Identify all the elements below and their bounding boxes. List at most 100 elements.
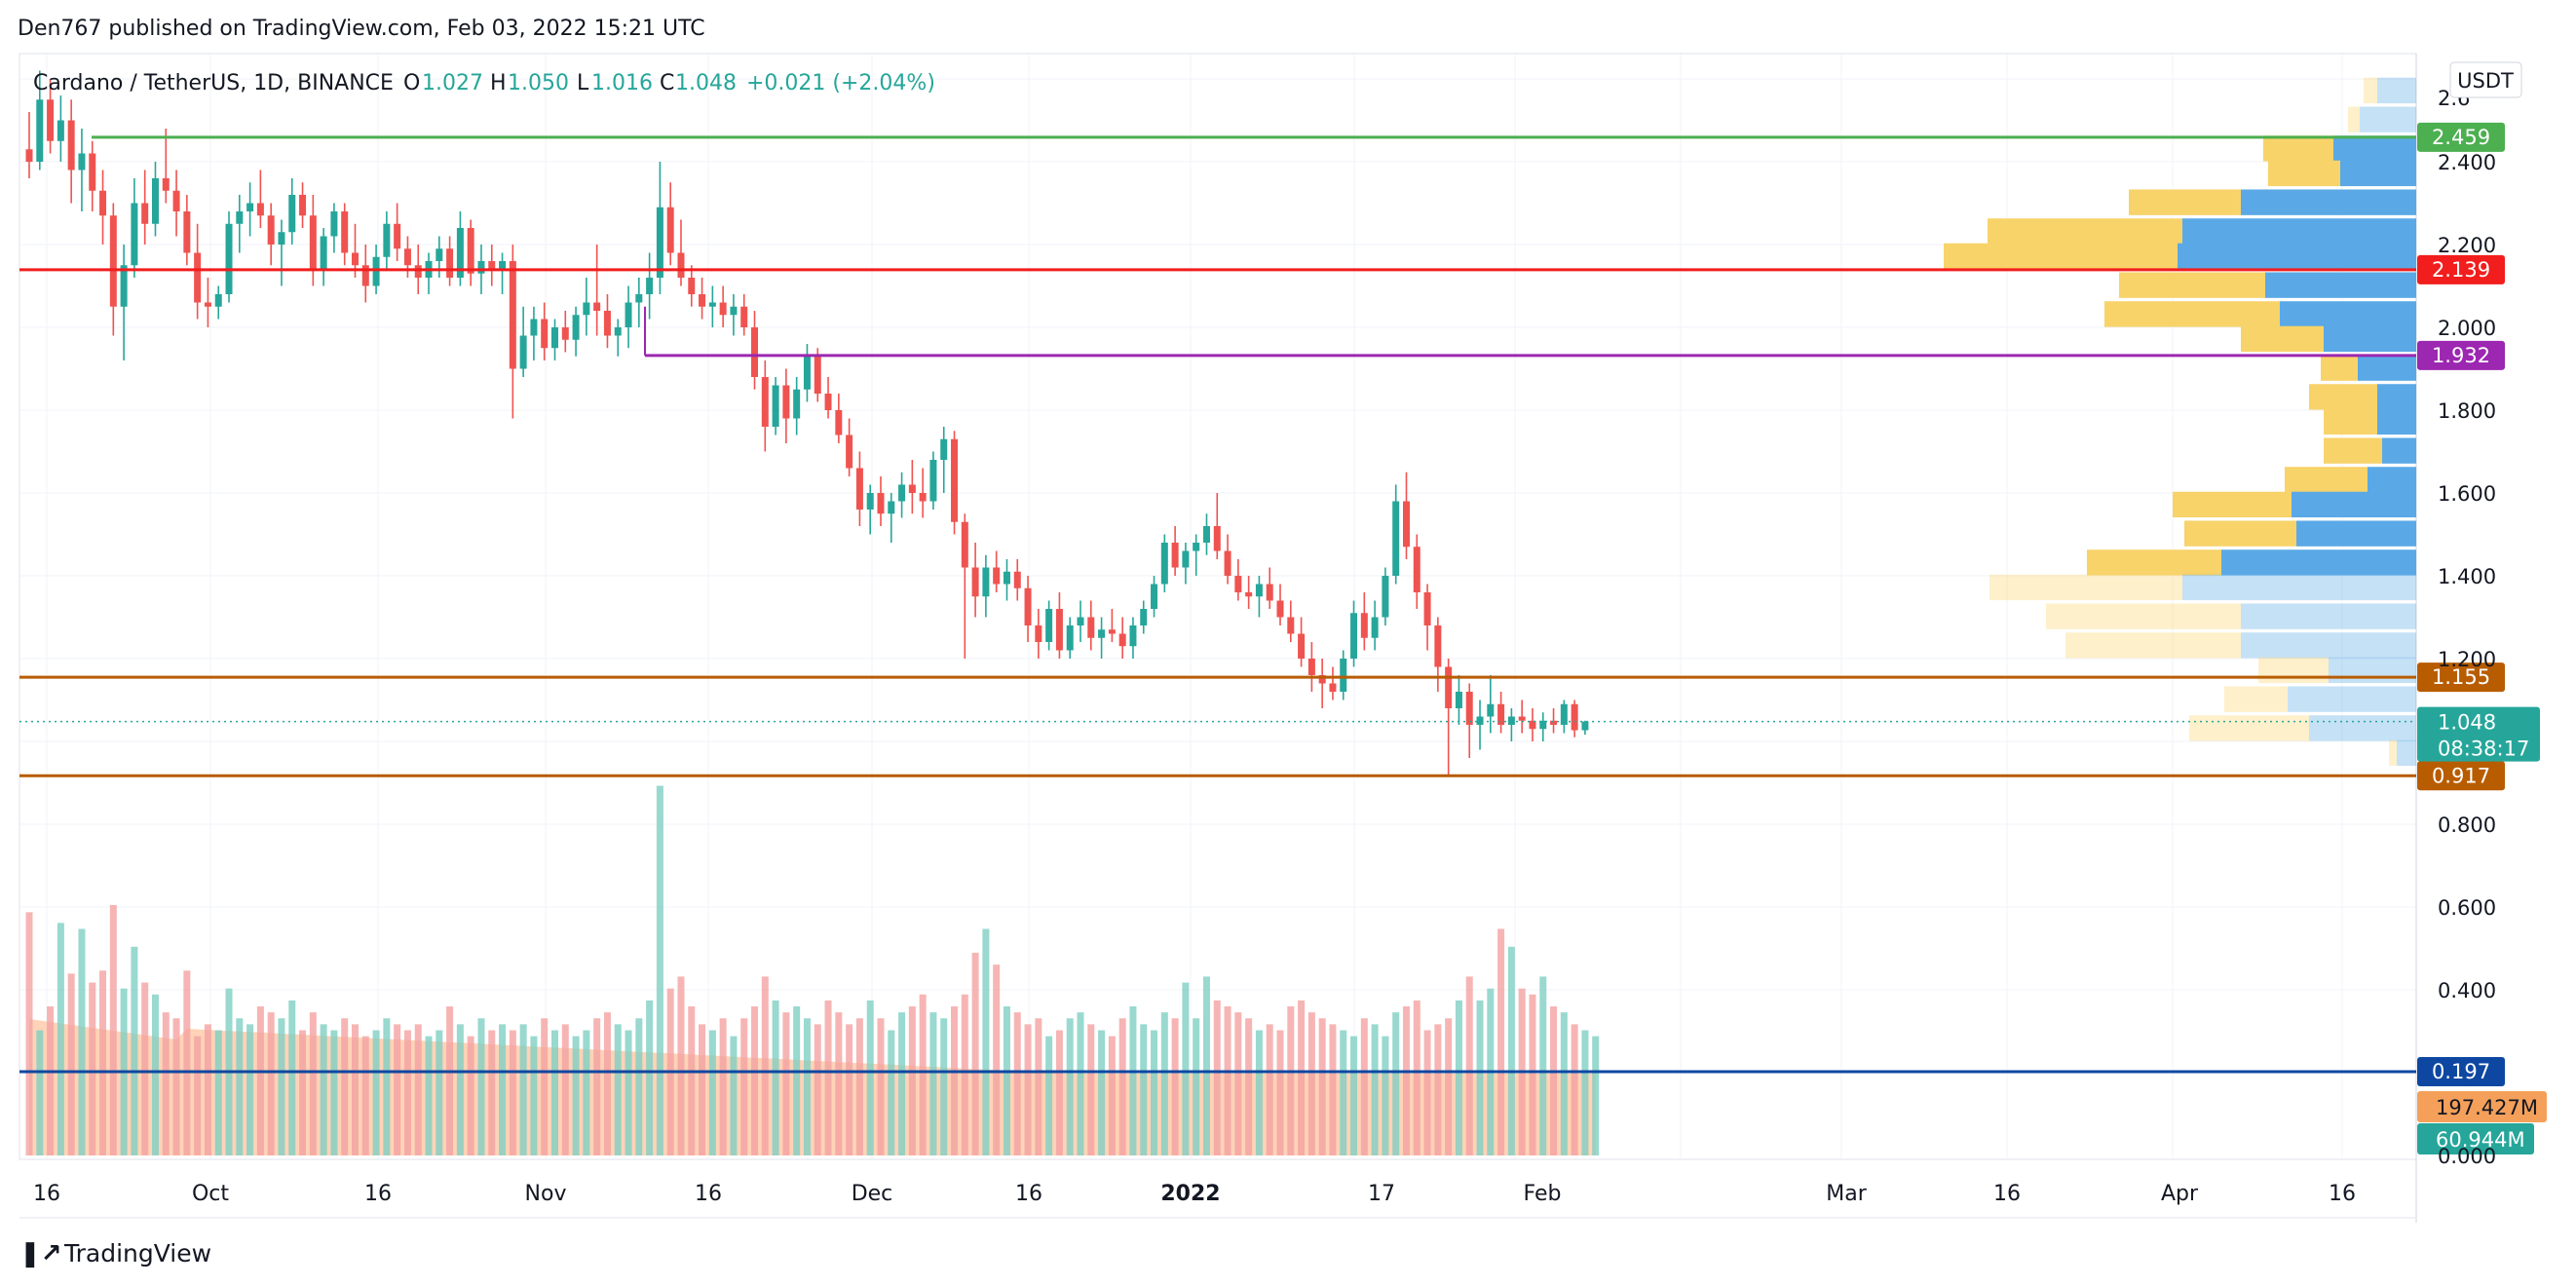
volume-bar	[982, 928, 990, 1155]
candle-body	[635, 294, 643, 303]
candle-body	[940, 438, 948, 460]
price-axis[interactable]: 2.400 2.200 2.000 1.800 1.600 1.400 0.800 0.600…	[2438, 87, 2496, 1168]
candle	[1013, 559, 1021, 601]
vp-down-bar	[2364, 77, 2377, 104]
volume-bar	[1108, 1036, 1116, 1155]
volume-bar	[372, 1030, 380, 1155]
volume-bar	[898, 1012, 906, 1155]
candle	[1245, 576, 1253, 609]
candle	[1423, 584, 1431, 651]
volume-bar	[25, 912, 33, 1155]
volume-bar	[519, 1024, 527, 1155]
candle-body	[99, 190, 107, 216]
candle-body	[1182, 550, 1190, 568]
volume-bar	[919, 994, 927, 1155]
orange-resistance-label: 1.155	[2432, 665, 2490, 689]
candle-body	[971, 567, 979, 597]
candle	[982, 554, 990, 618]
vp-up-bar	[2329, 657, 2416, 684]
candle	[1140, 600, 1148, 634]
vp-down-bar	[2184, 520, 2296, 547]
volume-bar	[866, 1000, 874, 1155]
candle-body	[751, 327, 759, 377]
candle-body	[509, 261, 516, 369]
candle	[940, 427, 948, 493]
orange-resistance-tag	[2417, 662, 2505, 693]
vp-up-bar	[2296, 520, 2416, 547]
tradingview-logo[interactable]: ❚↗ TradingView	[19, 1239, 211, 1268]
vp-up-bar	[2377, 384, 2416, 410]
volume-bar	[814, 1024, 821, 1155]
volume-bar	[708, 1030, 716, 1155]
price-tick: 1.400	[2438, 565, 2496, 588]
candle	[214, 285, 222, 320]
candle	[877, 476, 885, 526]
candle	[1571, 700, 1578, 738]
candle-body	[1413, 547, 1421, 592]
candle	[740, 294, 748, 336]
candle-body	[1581, 721, 1589, 731]
volume-bar	[1077, 1012, 1084, 1155]
volume-bar	[1160, 1012, 1168, 1155]
volume-bar	[677, 976, 685, 1155]
candle-body	[835, 410, 843, 435]
candle-body	[1171, 543, 1179, 568]
candle	[383, 211, 391, 270]
volume-bar	[1055, 1030, 1063, 1155]
volume-bar	[908, 1006, 916, 1155]
candle-body	[1382, 576, 1389, 618]
volume-bar	[803, 1018, 811, 1155]
candle	[1434, 617, 1442, 692]
candle	[394, 203, 401, 261]
volume-bar	[214, 1030, 222, 1155]
volume-bar	[1402, 1006, 1410, 1155]
horizontal-levels[interactable]: 2.459 2.139 1.932 1.155 0.917 0.197 1.048 08:38…	[19, 122, 2547, 1154]
candle	[341, 203, 349, 266]
volume-bar	[446, 1006, 454, 1155]
time-tick: Dec	[852, 1182, 893, 1206]
time-axis[interactable]: 16 Oct 16 Nov 16 Dec 16 2022 17 Feb Mar 16 Apr 16	[19, 1182, 2416, 1219]
candle	[1087, 600, 1095, 651]
volume-bar	[414, 1024, 422, 1155]
vp-down-bar	[2173, 491, 2292, 518]
volume-bar	[761, 976, 769, 1155]
vp-up-bar	[2241, 603, 2416, 629]
volume-bar	[625, 1030, 632, 1155]
volume-bar	[151, 994, 159, 1155]
countdown-label: 08:38:17	[2438, 738, 2529, 761]
volume-bar	[467, 1036, 474, 1155]
volume-bar	[1140, 1024, 1148, 1155]
candle	[446, 236, 454, 286]
candle	[1518, 700, 1526, 734]
vp-down-bar	[2087, 549, 2221, 576]
brand-name: TradingView	[63, 1239, 211, 1267]
vp-down-bar	[2129, 189, 2241, 215]
publisher-line: Den767 published on TradingView.com, Feb…	[18, 17, 705, 41]
candle-body	[1423, 592, 1431, 625]
currency-badge[interactable]: USDT	[2449, 61, 2522, 98]
volume-bar	[499, 1024, 507, 1155]
volume-bar	[751, 1006, 759, 1155]
volume-bars	[25, 785, 1600, 1155]
volume-bar	[131, 946, 138, 1155]
candle	[1202, 513, 1210, 555]
time-tick: 17	[1368, 1182, 1395, 1206]
candle-body	[288, 195, 296, 233]
time-tick: Nov	[525, 1182, 567, 1206]
candle-body	[877, 493, 885, 514]
orange-support-label: 0.917	[2432, 764, 2490, 787]
candle-body	[656, 207, 663, 278]
volume-bar	[351, 1024, 359, 1155]
candle	[1276, 584, 1284, 625]
candle-body	[194, 252, 202, 303]
volume-bar	[1434, 1024, 1442, 1155]
candle	[730, 294, 738, 336]
candle	[961, 513, 968, 659]
price-tick: 2.200	[2438, 234, 2496, 257]
candle-body	[1287, 617, 1295, 634]
symbol-title[interactable]: Cardano / TetherUS, 1D, BINANCE	[33, 71, 394, 95]
vp-up-bar	[2221, 549, 2416, 576]
candle	[309, 195, 317, 286]
candle-body	[1329, 683, 1337, 692]
